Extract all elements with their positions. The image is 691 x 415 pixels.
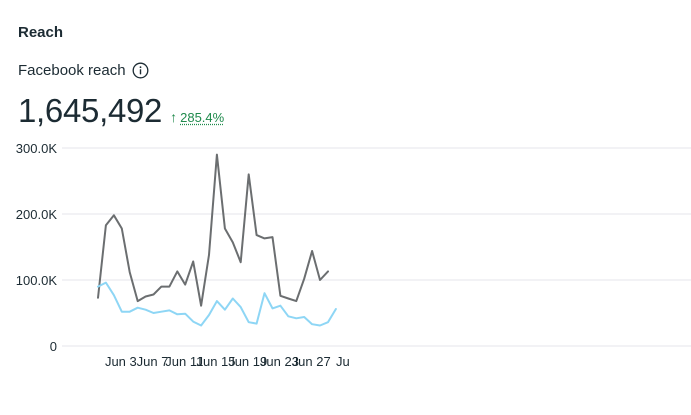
data-point[interactable] bbox=[102, 221, 110, 229]
y-tick-label: 100.0K bbox=[16, 273, 58, 288]
data-point[interactable] bbox=[150, 309, 158, 317]
x-tick-label: Jun 27 bbox=[292, 354, 331, 369]
data-point[interactable] bbox=[245, 318, 253, 326]
data-point[interactable] bbox=[173, 310, 181, 318]
metric-value: 1,645,492 bbox=[18, 92, 163, 129]
data-point[interactable] bbox=[324, 267, 332, 275]
data-point[interactable] bbox=[213, 297, 221, 305]
section-title: Reach bbox=[18, 24, 64, 41]
data-point[interactable] bbox=[268, 233, 276, 241]
data-point[interactable] bbox=[253, 320, 261, 328]
data-point[interactable] bbox=[205, 311, 213, 319]
data-point[interactable] bbox=[221, 225, 229, 233]
data-point[interactable] bbox=[134, 304, 142, 312]
y-axis-tick-labels: 300.0K 200.0K 100.0K 0 bbox=[16, 141, 58, 354]
data-point[interactable] bbox=[110, 291, 118, 299]
data-point[interactable] bbox=[157, 308, 165, 316]
info-circle-icon[interactable] bbox=[132, 62, 149, 79]
y-tick-label: 0 bbox=[50, 339, 57, 354]
data-point[interactable] bbox=[261, 234, 269, 242]
data-point[interactable] bbox=[245, 170, 253, 178]
data-point[interactable] bbox=[181, 281, 189, 289]
data-point[interactable] bbox=[197, 302, 205, 310]
data-point[interactable] bbox=[276, 302, 284, 310]
y-tick-label: 200.0K bbox=[16, 207, 58, 222]
data-point[interactable] bbox=[142, 306, 150, 314]
data-point[interactable] bbox=[189, 258, 197, 266]
data-point[interactable] bbox=[284, 312, 292, 320]
data-point[interactable] bbox=[165, 283, 173, 291]
data-point[interactable] bbox=[126, 308, 134, 316]
data-point[interactable] bbox=[110, 211, 118, 219]
data-point[interactable] bbox=[213, 151, 221, 159]
data-point[interactable] bbox=[332, 305, 340, 313]
arrow-up-icon: ↑ bbox=[170, 109, 178, 125]
data-point[interactable] bbox=[173, 267, 181, 275]
delta-value[interactable]: 285.4% bbox=[180, 109, 225, 125]
data-point[interactable] bbox=[284, 294, 292, 302]
data-point[interactable] bbox=[229, 238, 237, 246]
data-point[interactable] bbox=[261, 289, 269, 297]
series-line-2 bbox=[97, 281, 337, 327]
data-point[interactable] bbox=[292, 314, 300, 322]
data-point[interactable] bbox=[197, 322, 205, 330]
data-point[interactable] bbox=[102, 279, 110, 287]
data-point[interactable] bbox=[126, 268, 134, 276]
data-point[interactable] bbox=[165, 306, 173, 314]
x-tick-label: Jun 3 bbox=[105, 354, 137, 369]
x-tick-label: Jun 23 bbox=[260, 354, 299, 369]
x-tick-label: Jun 19 bbox=[228, 354, 267, 369]
data-point[interactable] bbox=[276, 292, 284, 300]
series-line-1 bbox=[97, 153, 329, 307]
data-point[interactable] bbox=[300, 275, 308, 283]
metric-label: Facebook reach bbox=[18, 62, 126, 79]
data-point[interactable] bbox=[324, 318, 332, 326]
data-point[interactable] bbox=[205, 251, 213, 259]
x-tick-label: Jun 7 bbox=[137, 354, 169, 369]
data-point[interactable] bbox=[150, 291, 158, 299]
data-point[interactable] bbox=[118, 225, 126, 233]
chart-gridlines bbox=[62, 147, 691, 347]
data-point[interactable] bbox=[316, 276, 324, 284]
data-point[interactable] bbox=[237, 258, 245, 266]
y-tick-label: 300.0K bbox=[16, 141, 58, 156]
metric-header: Facebook reach bbox=[18, 62, 149, 79]
x-tick-label: Jun 15 bbox=[196, 354, 235, 369]
data-point[interactable] bbox=[268, 304, 276, 312]
data-point[interactable] bbox=[118, 308, 126, 316]
data-point[interactable] bbox=[157, 283, 165, 291]
delta-badge: ↑ 285.4% bbox=[170, 110, 224, 125]
metric-value-row: 1,645,492 ↑ 285.4% bbox=[18, 92, 224, 130]
data-point[interactable] bbox=[292, 297, 300, 305]
data-point[interactable] bbox=[237, 303, 245, 311]
data-point[interactable] bbox=[181, 310, 189, 318]
data-point[interactable] bbox=[221, 306, 229, 314]
chart-series bbox=[94, 151, 340, 330]
data-point[interactable] bbox=[189, 318, 197, 326]
data-point[interactable] bbox=[142, 293, 150, 301]
x-tick-label: Ju bbox=[336, 354, 350, 369]
x-tick-label: Jun 11 bbox=[165, 354, 203, 369]
data-point[interactable] bbox=[229, 294, 237, 302]
data-point[interactable] bbox=[94, 283, 102, 291]
data-point[interactable] bbox=[316, 322, 324, 330]
data-point[interactable] bbox=[94, 294, 102, 302]
data-point[interactable] bbox=[300, 313, 308, 321]
data-point[interactable] bbox=[308, 247, 316, 255]
data-point[interactable] bbox=[253, 231, 261, 239]
data-point[interactable] bbox=[308, 320, 316, 328]
